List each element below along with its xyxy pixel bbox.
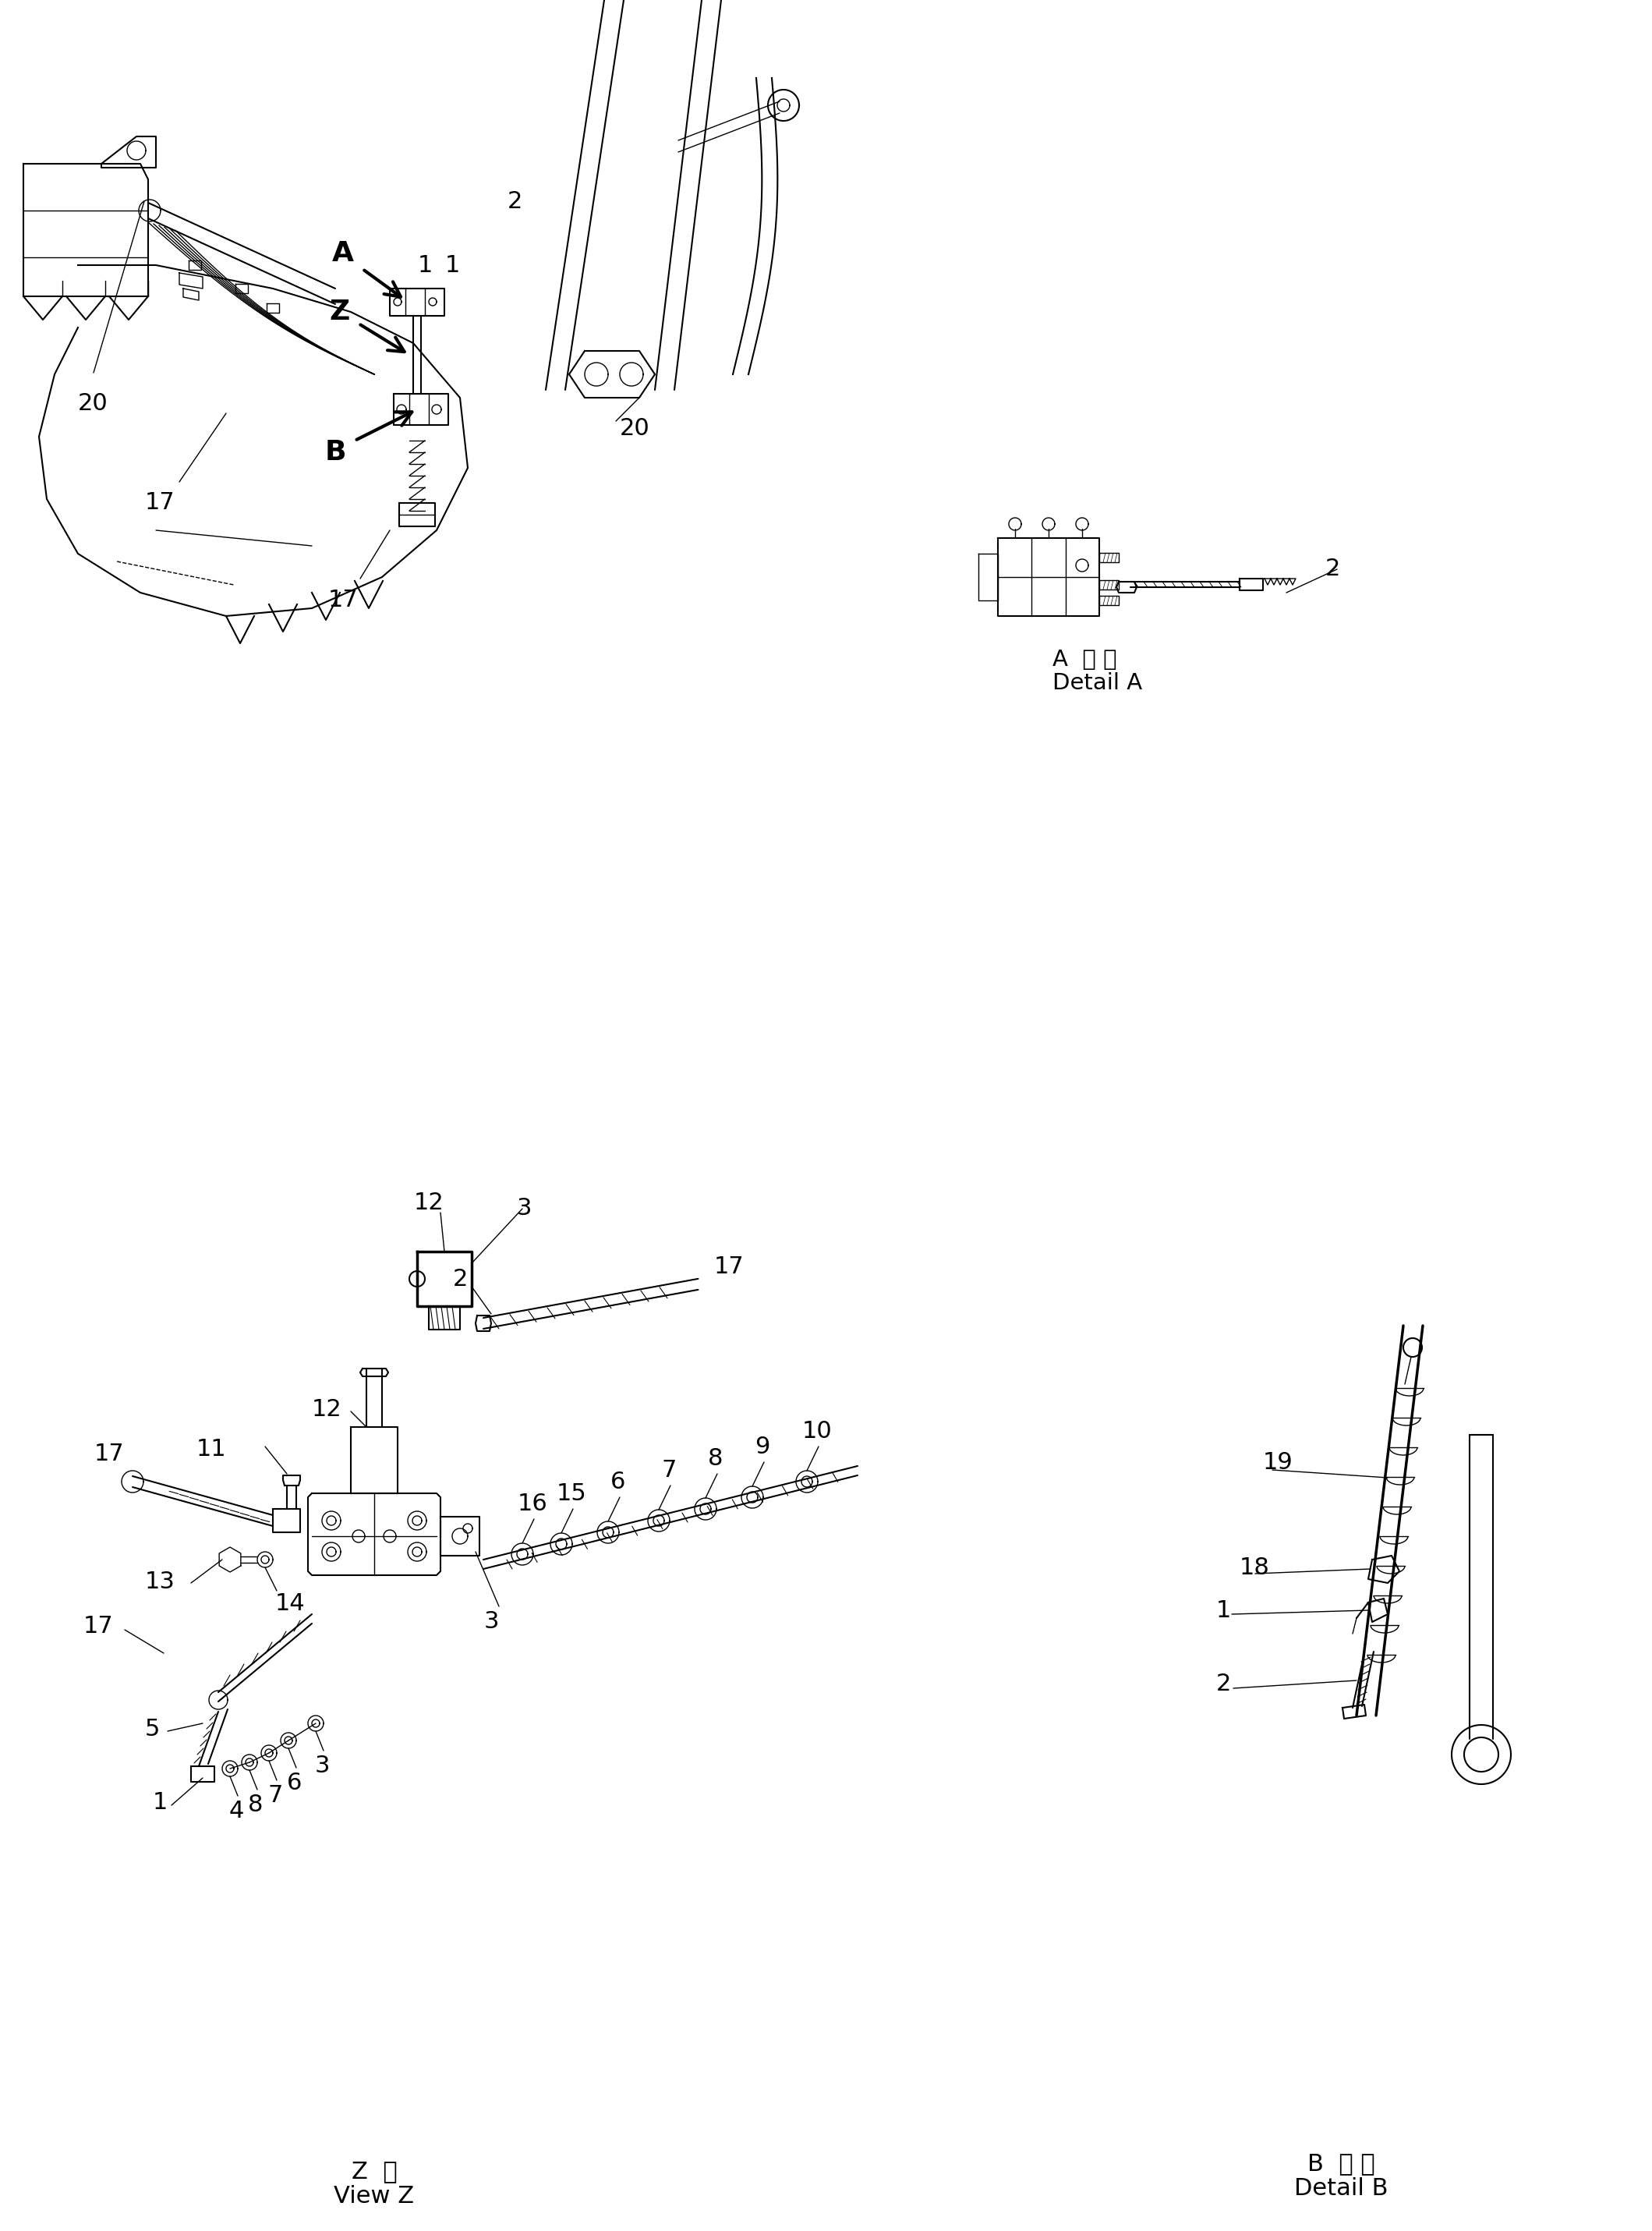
Text: 17: 17 xyxy=(94,1443,124,1466)
Text: 6: 6 xyxy=(287,1771,302,1794)
Text: 4: 4 xyxy=(228,1800,244,1823)
Text: 16: 16 xyxy=(517,1493,547,1515)
Text: 20: 20 xyxy=(78,393,107,415)
Text: 19: 19 xyxy=(1264,1450,1294,1472)
Text: View Z: View Z xyxy=(334,2184,415,2209)
Text: 11: 11 xyxy=(197,1437,226,1459)
Text: 1: 1 xyxy=(418,254,433,277)
Text: 17: 17 xyxy=(83,1615,112,1638)
Text: Detail B: Detail B xyxy=(1294,2177,1388,2200)
Text: 17: 17 xyxy=(329,589,358,611)
Text: 2: 2 xyxy=(1325,558,1340,580)
Text: A: A xyxy=(332,241,354,268)
Text: 3: 3 xyxy=(484,1611,499,1633)
Text: 1: 1 xyxy=(444,254,459,277)
Text: 18: 18 xyxy=(1239,1555,1270,1580)
Text: 15: 15 xyxy=(557,1481,586,1506)
Text: 6: 6 xyxy=(611,1470,626,1493)
Text: 14: 14 xyxy=(276,1593,306,1615)
Text: 2: 2 xyxy=(1216,1673,1231,1696)
Text: 1: 1 xyxy=(1216,1600,1231,1622)
Text: 3: 3 xyxy=(517,1198,532,1220)
Text: 13: 13 xyxy=(145,1571,175,1593)
Text: 12: 12 xyxy=(413,1191,444,1214)
Text: 1: 1 xyxy=(152,1791,167,1814)
Text: 5: 5 xyxy=(145,1718,160,1740)
Text: 7: 7 xyxy=(661,1459,676,1481)
Text: 10: 10 xyxy=(801,1419,833,1443)
Text: 20: 20 xyxy=(620,417,649,440)
Text: 17: 17 xyxy=(714,1256,743,1278)
Text: 2: 2 xyxy=(453,1267,468,1290)
Text: Z: Z xyxy=(329,299,349,326)
Text: B: B xyxy=(324,440,345,466)
Text: 9: 9 xyxy=(755,1435,770,1459)
Text: Z  視: Z 視 xyxy=(352,2160,396,2182)
Text: 12: 12 xyxy=(312,1399,342,1421)
Text: 8: 8 xyxy=(709,1448,724,1470)
Text: 8: 8 xyxy=(248,1794,263,1816)
Text: A  詳 細: A 詳 細 xyxy=(1052,649,1117,672)
Text: Detail A: Detail A xyxy=(1052,672,1142,694)
Text: B  詳 細: B 詳 細 xyxy=(1307,2153,1374,2175)
Text: 17: 17 xyxy=(145,491,175,513)
Text: 3: 3 xyxy=(314,1754,330,1778)
Text: 2: 2 xyxy=(507,190,522,212)
Text: 7: 7 xyxy=(268,1785,282,1807)
